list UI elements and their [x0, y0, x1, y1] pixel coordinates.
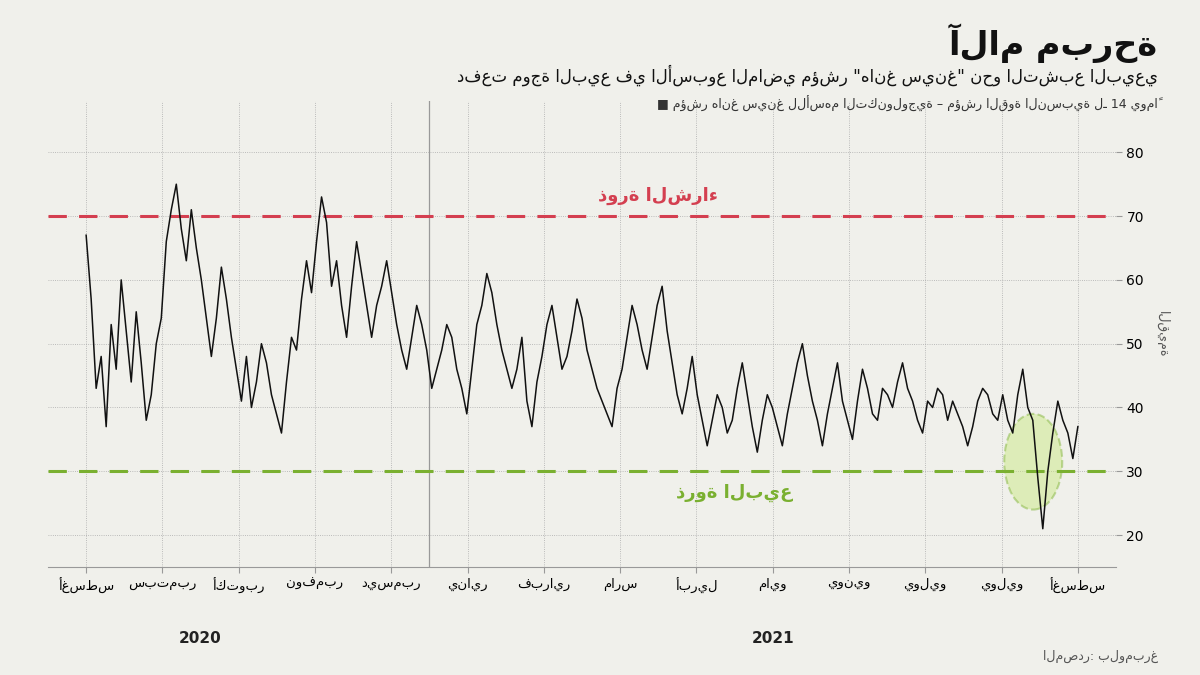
Text: ذروة البيع: ذروة البيع — [677, 484, 793, 502]
Text: المصدر: بلومبرغ: المصدر: بلومبرغ — [1043, 650, 1158, 663]
Text: 2020: 2020 — [179, 631, 222, 646]
Text: آلام مبرحة: آلام مبرحة — [949, 24, 1158, 63]
Text: ذورة الشراء: ذورة الشراء — [599, 186, 719, 205]
Text: دفعت موجة البيع في الأسبوع الماضي مؤشر "هانغ سينغ" نحو التشبع البيعي: دفعت موجة البيع في الأسبوع الماضي مؤشر "… — [457, 64, 1158, 86]
Y-axis label: القيمة: القيمة — [1156, 311, 1169, 357]
Ellipse shape — [1004, 414, 1062, 510]
Text: ■ مؤشر هانغ سينغ للأسهم التكنولوجية – مؤشر القوة النسبية لـ 14 يوماً: ■ مؤشر هانغ سينغ للأسهم التكنولوجية – مؤ… — [658, 96, 1158, 112]
Text: 2021: 2021 — [751, 631, 794, 646]
